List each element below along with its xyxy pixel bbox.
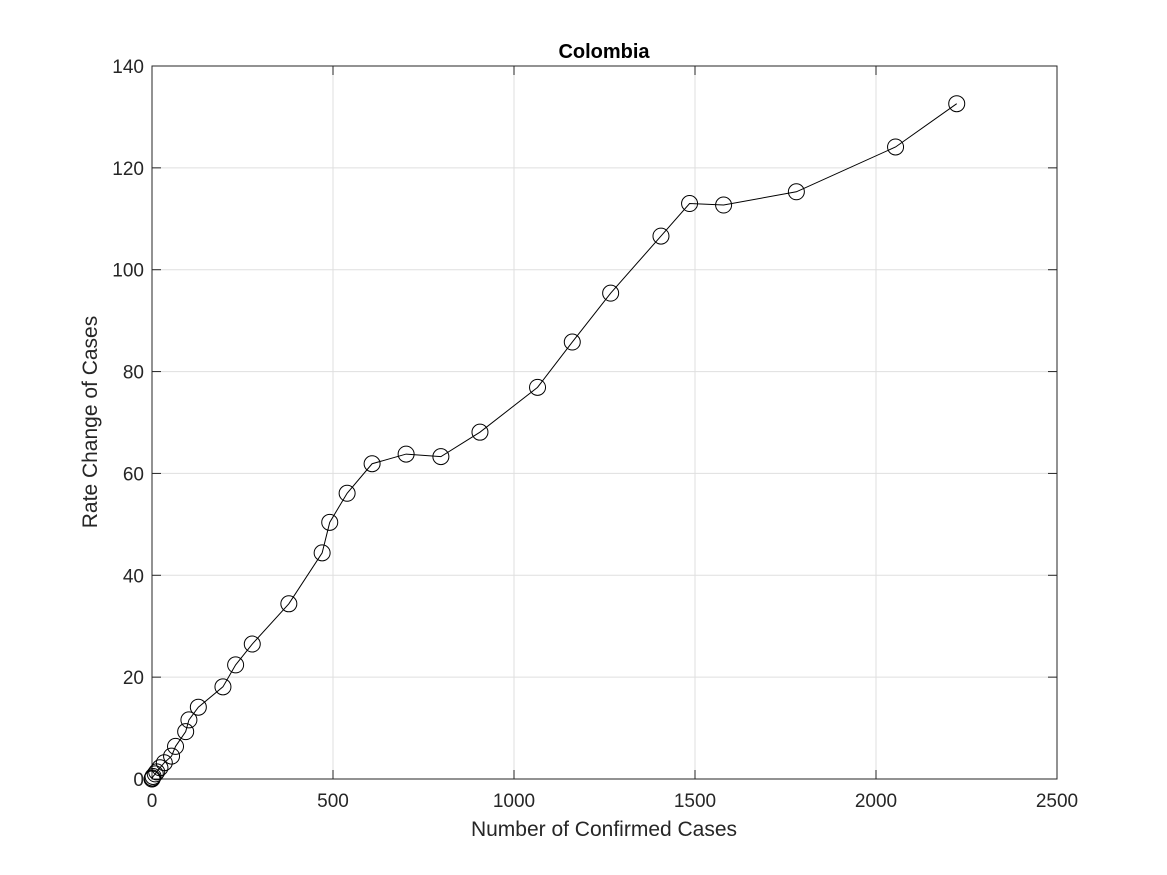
data-point-marker: [602, 284, 620, 302]
data-point-marker: [787, 183, 805, 201]
y-tick-label: 100: [112, 261, 144, 282]
data-point-marker: [243, 635, 261, 653]
series-line-0: [151, 103, 958, 780]
data-point-marker: [280, 595, 298, 613]
data-point-marker: [146, 765, 164, 783]
data-series: [143, 95, 966, 788]
data-point-marker: [397, 445, 415, 463]
y-tick-label: 20: [123, 668, 144, 689]
data-point-marker: [189, 698, 207, 716]
data-point-marker: [471, 423, 489, 441]
y-tick-label: 0: [133, 770, 144, 791]
x-tick-label: 1000: [493, 791, 535, 812]
y-tick-label: 120: [112, 159, 144, 180]
data-point-marker: [363, 455, 381, 473]
x-tick-label: 0: [147, 791, 158, 812]
data-point-marker: [163, 747, 181, 765]
data-point-marker: [321, 513, 339, 531]
data-point-marker: [177, 723, 195, 741]
y-tick-label: 80: [123, 363, 144, 384]
data-point-marker: [652, 227, 670, 245]
y-tick-label: 140: [112, 57, 144, 78]
data-point-marker: [432, 448, 450, 466]
x-tick-label: 500: [317, 791, 349, 812]
data-point-marker: [948, 95, 966, 113]
x-axis-ticks: 0 500 1000 1500 2000 2500: [147, 66, 1078, 812]
data-point-marker: [715, 196, 733, 214]
data-point-marker: [214, 678, 232, 696]
plot-area-border: [151, 65, 1058, 780]
chart-title: Colombia: [558, 41, 650, 63]
data-point-marker: [563, 333, 581, 351]
data-point-marker: [155, 754, 173, 772]
data-point-marker: [180, 711, 198, 729]
y-tick-label: 60: [123, 464, 144, 485]
data-point-marker: [227, 656, 245, 674]
data-point-marker: [144, 767, 162, 785]
data-point-marker: [313, 544, 331, 562]
y-axis-ticks: 0 20 40 60 80 100 120 140: [112, 57, 1057, 791]
x-tick-label: 2500: [1036, 791, 1078, 812]
data-point-marker: [338, 484, 356, 502]
x-tick-label: 1500: [674, 791, 716, 812]
data-point-marker: [681, 195, 699, 213]
data-point-marker: [151, 759, 169, 777]
data-point-marker: [887, 138, 905, 156]
data-point-marker: [529, 378, 547, 396]
x-axis-label: Number of Confirmed Cases: [471, 818, 737, 841]
data-point-marker: [167, 737, 185, 755]
x-tick-label: 2000: [855, 791, 897, 812]
y-axis-label: Rate Change of Cases: [79, 316, 102, 528]
y-tick-label: 40: [123, 566, 144, 587]
